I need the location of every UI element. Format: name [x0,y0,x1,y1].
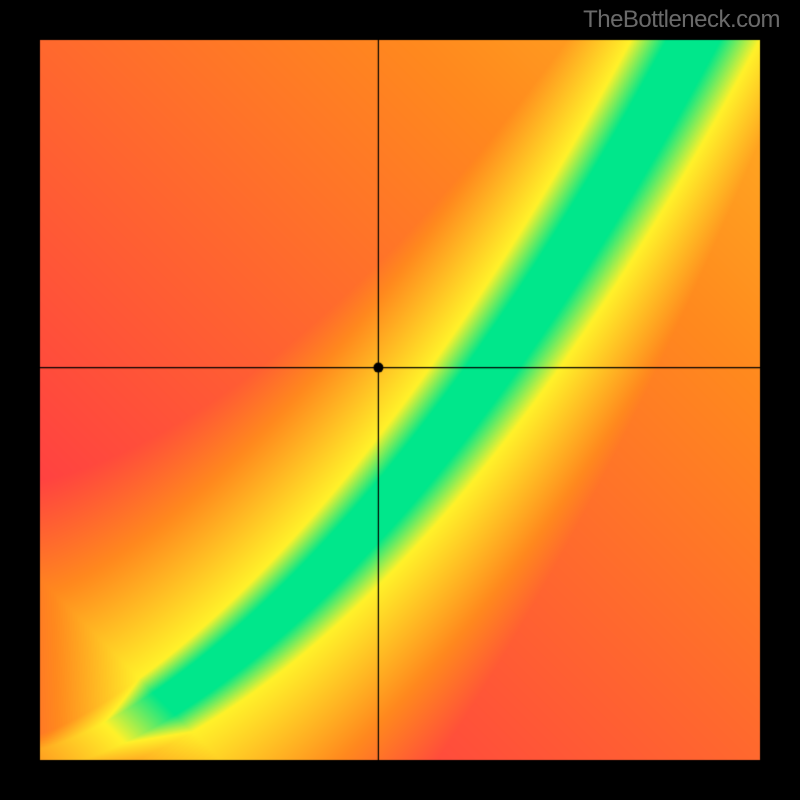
chart-container: TheBottleneck.com [0,0,800,800]
watermark-text: TheBottleneck.com [583,6,780,34]
bottleneck-heatmap [0,0,800,800]
